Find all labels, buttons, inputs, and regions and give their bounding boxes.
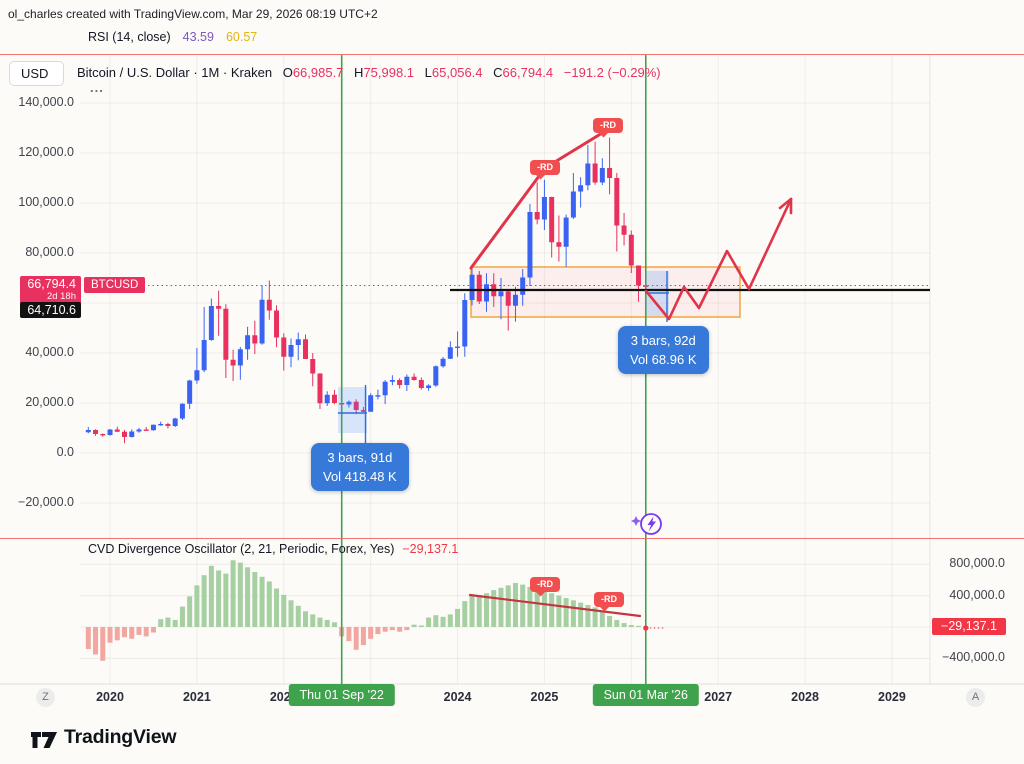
symbol-title-row: Bitcoin / U.S. Dollar · 1M · Kraken O66,… [77, 65, 661, 80]
oscillator-header: CVD Divergence Oscillator (2, 21, Period… [88, 542, 458, 556]
measure-tooltip-line2: Vol 68.96 K [630, 352, 697, 367]
high-label: H [354, 65, 364, 80]
price-axis-label: −20,000.0 [18, 495, 74, 509]
year-label: 2027 [704, 690, 733, 704]
close-value: 66,794.4 [502, 65, 554, 80]
change-value: −191.2 (−0.29%) [563, 65, 661, 80]
divergence-flag[interactable]: -RD [594, 591, 624, 607]
high-value: 75,998.1 [363, 65, 415, 80]
year-label: 2028 [791, 690, 819, 704]
measure-tooltip-line2: Vol 418.48 K [323, 469, 397, 484]
price-axis-label: 0.0 [56, 445, 74, 459]
more-options-icon[interactable]: ... [90, 80, 104, 95]
price-axis-label: 20,000.0 [25, 395, 74, 409]
price-axis-label: 120,000.0 [18, 145, 74, 159]
oscillator-histogram [85, 560, 649, 661]
rsi-indicator-row: RSI (14, close) 43.59 60.57 [88, 30, 257, 44]
price-axis-label: 80,000.0 [25, 245, 74, 259]
year-label: 2029 [878, 690, 906, 704]
measure-tooltip: 3 bars, 92d Vol 68.96 K [618, 326, 709, 374]
low-value: 65,056.4 [431, 65, 483, 80]
hotkey-z-button[interactable]: Z [36, 688, 55, 707]
tradingview-logo-text[interactable]: TradingView [64, 726, 177, 748]
rsi-value-2: 60.57 [225, 30, 258, 44]
oscillator-axis-label: −400,000.0 [942, 650, 1005, 665]
last-price-badge[interactable]: 66,794.4 2d 18h [20, 276, 81, 304]
open-value: 66,985.7 [292, 65, 344, 80]
trendline-oscillator[interactable] [468, 593, 642, 618]
pane-separator-bottom[interactable] [0, 538, 1024, 539]
attribution-text: ol_charles created with TradingView.com,… [8, 7, 378, 21]
level-price-badge[interactable]: 64,710.6 [20, 302, 81, 318]
rsi-label[interactable]: RSI (14, close) [88, 30, 171, 44]
close-label: C [493, 65, 503, 80]
divergence-flag[interactable]: -RD [530, 159, 560, 175]
trendline-main[interactable] [469, 125, 614, 270]
date-range-measure[interactable] [338, 385, 367, 443]
oscillator-axis-label: 800,000.0 [949, 556, 1005, 571]
sparkle-glyph [631, 516, 641, 526]
projection-zigzag[interactable] [644, 197, 793, 321]
oscillator-value-badge: −29,137.1 [932, 618, 1006, 635]
pane-separator-top[interactable] [0, 54, 1024, 55]
bar-countdown: 2d 18h [46, 291, 76, 302]
currency-toggle-button[interactable]: USD [9, 61, 64, 86]
year-label: 2020 [96, 690, 124, 704]
candles [85, 137, 649, 444]
price-axis-label: 100,000.0 [18, 195, 74, 209]
oscillator-last-dot [643, 625, 649, 631]
oscillator-title[interactable]: CVD Divergence Oscillator (2, 21, Period… [88, 542, 395, 556]
gridlines [0, 55, 1024, 685]
divergence-flag[interactable]: -RD [530, 576, 560, 592]
year-label: 2021 [182, 690, 211, 704]
symbol-price-label[interactable]: BTCUSD [84, 277, 146, 293]
measure-tooltip: 3 bars, 91d Vol 418.48 K [311, 443, 409, 491]
oscillator-value: −29,137.1 [402, 542, 459, 556]
measure-tooltip-line1: 3 bars, 92d [630, 333, 696, 348]
price-axis-label: 40,000.0 [25, 345, 74, 359]
oscillator-axis-label: 400,000.0 [949, 587, 1005, 602]
last-price-value: 66,794.4 [27, 277, 76, 291]
date-badge[interactable]: Thu 01 Sep '22 [288, 684, 395, 706]
projection-arrowhead [778, 197, 793, 210]
hotkey-a-button[interactable]: A [966, 688, 985, 707]
bolt-glyph [647, 516, 656, 532]
year-label: 2024 [443, 690, 472, 704]
open-label: O [282, 65, 293, 80]
date-badge[interactable]: Sun 01 Mar '26 [592, 684, 699, 706]
divergence-flag[interactable]: -RD [593, 117, 623, 133]
year-label: 2025 [530, 690, 559, 704]
measure-tooltip-line1: 3 bars, 91d [327, 450, 393, 465]
rsi-value-1: 43.59 [182, 30, 214, 44]
symbol-title[interactable]: Bitcoin / U.S. Dollar · 1M · Kraken [77, 65, 273, 80]
price-axis-label: 140,000.0 [18, 95, 74, 109]
zone-box[interactable] [470, 266, 741, 318]
low-label: L [424, 65, 432, 80]
tradingview-logo-icon[interactable] [30, 729, 60, 751]
lightning-icon[interactable] [630, 506, 670, 542]
